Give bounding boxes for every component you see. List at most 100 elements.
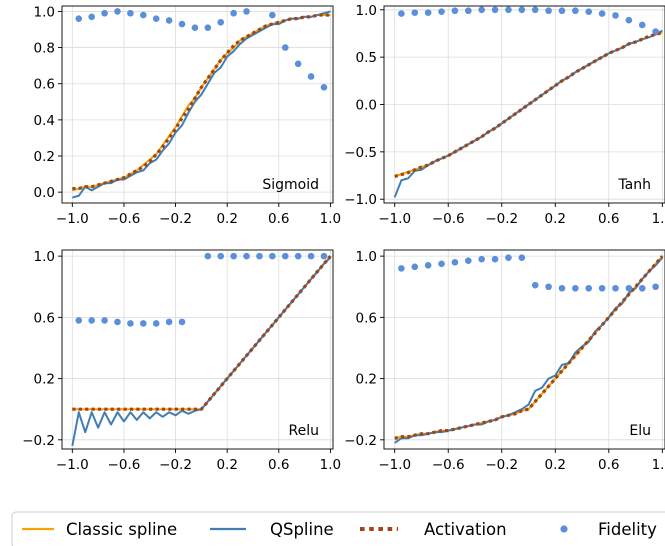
x-tick-label: −0.2 [485,211,518,227]
legend-label: QSpline [270,520,334,539]
y-tick-label: −1.0 [344,192,377,208]
x-tick-label: 0.2 [545,457,566,473]
fidelity-point [269,11,276,19]
fidelity-point [625,16,633,24]
qspline-line-elu [394,256,664,444]
panel-sigmoid: −1.0 −0.6 −0.2 0.2 0.6 1.0 0.0 0.2 0.4 0.6 0.8 1.0 S… [34,4,342,227]
fidelity-point [478,6,485,14]
fidelity-point [465,7,472,15]
fidelity-point [127,320,134,327]
activation-name-label: Elu [629,423,651,439]
activation-name-label: Tanh [617,177,651,193]
fidelity-point [545,283,552,291]
fidelity-point [505,254,512,261]
fidelity-point [243,252,250,260]
fidelity-point [101,317,108,324]
fidelity-point [585,284,593,292]
y-tick-label: 0.0 [356,98,377,114]
fidelity-point [217,252,225,260]
x-tick-label: −0.6 [432,211,465,227]
fidelity-point [572,7,579,15]
y-tick-label: −0.2 [344,433,377,449]
x-tick-label: 1.0 [320,457,341,473]
fidelity-point [612,284,619,292]
activation-line-sigmoid [72,13,331,191]
fidelity-point [114,318,121,326]
plot-area-tanh [393,6,663,198]
fidelity-point [178,20,186,28]
fidelity-point [572,284,579,292]
fidelity-point [281,44,289,51]
fidelity-point [101,9,108,17]
fidelity-point [152,15,160,22]
fidelity-point [451,7,459,15]
fidelity-point [411,263,419,271]
y-tick-label: 0.0 [34,185,55,201]
fidelity-point [230,9,237,17]
y-tick-label: 1.0 [34,4,55,20]
classic-line-relu [72,255,332,411]
fidelity-series-elu [398,254,659,292]
fidelity-point [638,21,646,29]
activation-name-label: Relu [289,423,319,439]
legend-entry-activation: Activation [360,520,507,539]
axes-frame [61,249,334,450]
fidelity-point [424,262,432,269]
fidelity-point [140,11,147,19]
fidelity-point [438,260,445,268]
fidelity-point [256,252,263,260]
fidelity-point [88,317,95,324]
y-tick-label: 1.0 [34,249,55,265]
fidelity-point [191,24,199,31]
x-tick-label: 0.6 [268,457,289,473]
y-tick-label: 0.2 [34,372,55,388]
fidelity-point [585,8,593,15]
fidelity-point [152,320,160,327]
x-tick-label: −1.0 [378,211,411,227]
fidelity-point [451,258,459,266]
y-tick-label: 0.6 [34,310,55,326]
fidelity-point [558,284,566,292]
panel-elu: −1.0 −0.6 −0.2 0.2 0.6 1.0 −0.2 0.2 0.6 1.0 Elu [344,249,665,473]
fidelity-point [320,84,328,91]
fidelity-point [558,7,566,15]
fidelity-point [598,284,606,292]
fidelity-point [411,9,419,16]
plot-area-sigmoid [72,8,331,199]
x-tick-label: −0.2 [159,211,192,227]
x-tick-label: 1.0 [652,457,665,473]
fidelity-point [307,252,315,260]
fidelity-point [398,265,405,272]
legend-entry-classic: Classic spline [22,520,177,539]
fidelity-point [531,6,539,14]
x-tick-label: 0.6 [268,211,289,227]
x-tick-label: 0.6 [598,457,619,473]
legend-label: Activation [424,520,507,539]
fidelity-point [217,18,225,26]
classic-line-elu [394,255,664,440]
panel-relu: −1.0 −0.6 −0.2 0.2 0.6 1.0 −0.2 0.2 0.6 1.0 Relu [22,249,341,473]
fidelity-point [638,284,646,292]
fidelity-point [545,7,552,15]
fidelity-series-relu [75,252,328,327]
fidelity-point [491,255,499,263]
fidelity-point [625,284,633,292]
x-tick-label: −0.6 [108,211,141,227]
y-tick-label: 0.4 [34,113,55,129]
legend-swatch [560,525,568,533]
y-tick-label: 1.0 [356,3,377,19]
fidelity-point [465,257,472,265]
axes-frame [383,249,665,450]
fidelity-point [204,252,212,260]
qspline-line-relu [71,256,332,447]
fidelity-point [307,73,315,80]
x-tick-label: −1.0 [378,457,411,473]
y-tick-label: 0.5 [356,50,377,66]
plot-area-relu [71,252,332,447]
y-tick-label: 0.6 [34,77,55,93]
fidelity-point [598,10,606,17]
legend-box [11,511,665,546]
fidelity-point [478,255,485,263]
panels: −1.0 −0.6 −0.2 0.2 0.6 1.0 0.0 0.2 0.4 0.6 0.8 1.0 S… [22,3,665,473]
